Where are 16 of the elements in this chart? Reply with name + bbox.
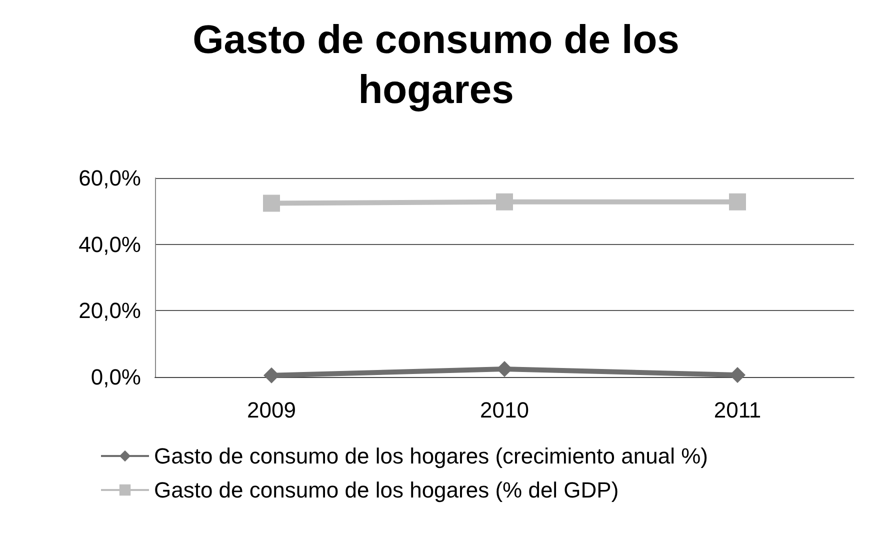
x-tick-label: 2010 [480,398,529,422]
point [729,193,746,210]
y-tick-label: 0,0% [90,364,141,390]
point [263,194,280,212]
point [496,361,512,378]
point [496,193,513,210]
x-tick-label: 2009 [247,398,296,422]
x-tick-label: 2011 [714,398,762,422]
y-tick-label: 60,0% [78,166,141,190]
y-tick-label: 40,0% [78,232,141,257]
legend-label: Gasto de consumo de los hogares (crecimiento anual %) [154,444,708,468]
legend-label: Gasto de consumo de los hogares (% del GDP) [154,478,619,502]
y-tick-label: 20,0% [78,298,141,324]
point [264,367,280,384]
point [730,367,746,384]
chart-title: Gasto de consumo de los hogares [192,18,680,112]
